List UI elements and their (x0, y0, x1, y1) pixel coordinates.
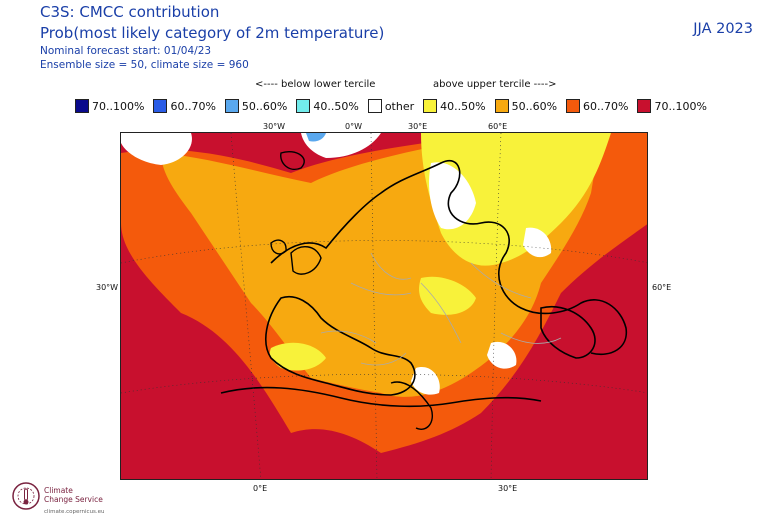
map-title: C3S: CMCC contribution (40, 3, 220, 21)
legend-item: 70..100% (75, 99, 144, 113)
grid-label-top: 60°E (488, 122, 508, 131)
grid-label-top: 0°W (345, 122, 362, 131)
color-legend: 70..100% 60..70% 50..60% 40..50% other 4… (75, 99, 716, 113)
map-subtitle: Prob(most likely category of 2m temperat… (40, 24, 385, 42)
legend-item-label: other (384, 99, 415, 113)
legend-swatch (494, 99, 509, 113)
legend-item-label: 70..100% (654, 99, 707, 113)
copernicus-logo-icon (12, 482, 40, 510)
legend-item-label: 50..60% (241, 99, 288, 113)
country-borders (320, 252, 562, 366)
legend-item-label: 40..50% (440, 99, 486, 113)
coastline (220, 386, 542, 408)
grid-label-bottom: 0°E (253, 484, 268, 493)
legend-item-label: 60..70% (170, 99, 216, 113)
legend-swatch (367, 99, 382, 113)
probability-map (120, 132, 648, 480)
season-label: JJA 2023 (693, 21, 753, 37)
legend-swatch (153, 99, 168, 113)
legend-swatch (423, 99, 438, 113)
legend-swatch (75, 99, 89, 113)
legend-item: 40..50% (423, 99, 486, 113)
legend-below-tercile-label: <---- below lower tercile (255, 79, 376, 90)
legend-item-label: 50..60% (511, 99, 558, 113)
legend-item: 60..70% (566, 99, 628, 113)
legend-swatch (637, 99, 652, 113)
coastline (390, 381, 433, 430)
region-other (429, 162, 476, 230)
region-other (411, 367, 440, 395)
legend-swatch (224, 99, 239, 113)
region-40-50-above (421, 133, 611, 266)
legend-item: 60..70% (153, 99, 216, 113)
legend-item: other (367, 99, 415, 113)
legend-item-label: 60..70% (583, 99, 629, 113)
region-other (121, 133, 192, 165)
logo-name-line2: Change Service (44, 495, 103, 504)
legend-swatch (566, 99, 581, 113)
legend-item: 50..60% (224, 99, 288, 113)
region-50-60-below (306, 133, 326, 142)
logo-url: climate.copernicus.eu (44, 509, 105, 515)
coastline (290, 246, 322, 275)
forecast-start-text: Nominal forecast start: 01/04/23 (40, 45, 212, 57)
coastline (540, 306, 596, 359)
coastline (280, 151, 305, 170)
grid-label-top: 30°W (263, 122, 286, 131)
region-other (487, 341, 517, 369)
region-40-50-above (419, 276, 476, 315)
legend-item: 50..60% (494, 99, 558, 113)
legend-item-label: 70..100% (92, 99, 145, 113)
coastline (270, 160, 627, 355)
coastline (265, 296, 416, 396)
ensemble-size-text: Ensemble size = 50, climate size = 960 (40, 59, 249, 71)
coastline (270, 239, 287, 255)
region-40-50-above (269, 342, 326, 371)
legend-item-label: 40..50% (313, 99, 359, 113)
legend-item: 70..100% (637, 99, 707, 113)
grid-label-top: 30°E (408, 122, 428, 131)
logo-name-line1: Climate (44, 486, 73, 495)
grid-label-right: 60°E (652, 283, 672, 292)
region-other (523, 227, 552, 258)
map-canvas (121, 133, 647, 479)
legend-item: 40..50% (296, 99, 359, 113)
legend-above-tercile-label: above upper tercile ----> (433, 79, 557, 90)
legend-swatch (296, 99, 311, 113)
grid-label-bottom: 30°E (498, 484, 518, 493)
grid-label-left: 30°W (96, 283, 119, 292)
